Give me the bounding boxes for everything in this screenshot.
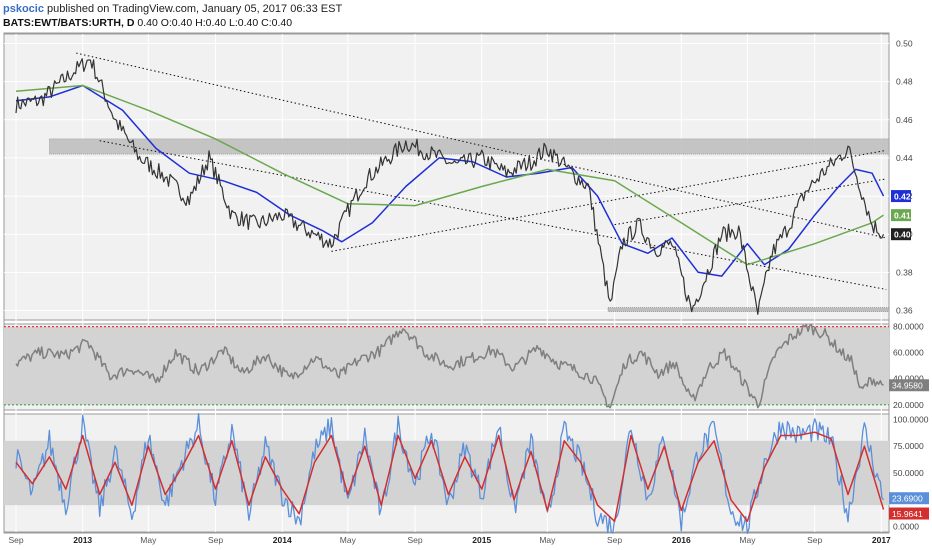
- stochastic-k-line: [15, 412, 885, 534]
- x-axis-tick-label: May: [539, 535, 556, 545]
- rsi-axis-tick-label: 20.0000: [893, 400, 924, 410]
- x-axis-tick-label: Sep: [408, 535, 423, 545]
- publish-line: pskocic published on TradingView.com, Ja…: [3, 2, 342, 16]
- rsi-axis-tick-label: 40.0000: [893, 374, 924, 384]
- x-axis-tick-label: May: [739, 535, 756, 545]
- stochastic-axis-tick-label: 0.0000: [893, 522, 919, 532]
- symbol-label: BATS:EWT/BATS:URTH, D: [3, 17, 135, 29]
- rsi-last-value-tag: [889, 379, 929, 392]
- x-axis-tick-label: Sep: [208, 535, 223, 545]
- price-axis-tick-label: 0.50: [896, 39, 913, 49]
- price-axis-tick-label: 0.44: [896, 153, 913, 163]
- stochastic-last-value-tag: [889, 507, 929, 520]
- rsi-axis-tick-label: 60.0000: [893, 348, 924, 358]
- x-axis-tick-label: 2013: [73, 535, 92, 545]
- stochastic-last-value-label: 15.9641: [892, 509, 923, 519]
- ohlc-values: 0.40 O:0.40 H:0.40 L:0.40 C:0.40: [137, 17, 293, 29]
- last-value-tag-label: 0.40: [894, 230, 911, 240]
- author-link[interactable]: pskocic: [3, 3, 44, 15]
- last-value-tag: [891, 190, 911, 203]
- price-axis-tick-label: 0.48: [896, 77, 913, 87]
- trendline: [76, 52, 887, 239]
- rsi-axis-tick-label: 80.0000: [893, 322, 924, 332]
- price-axis-tick-label: 0.38: [896, 267, 913, 277]
- rsi-last-value-label: 34.9580: [892, 381, 923, 391]
- panel-background: [3, 33, 890, 321]
- stochastic-axis-tick-label: 75.0000: [893, 441, 924, 451]
- resistance-zone: [48, 138, 890, 155]
- stochastic-d-line: [15, 431, 885, 523]
- last-value-tag-label: 0.42: [894, 192, 911, 202]
- x-axis-tick-label: 2017: [872, 535, 891, 545]
- price-line: [15, 58, 885, 315]
- price-axis-tick-label: 0.46: [896, 115, 913, 125]
- x-axis-tick-label: 2014: [273, 535, 292, 545]
- rsi-line: [15, 323, 884, 409]
- x-axis-tick-label: Sep: [807, 535, 822, 545]
- stochastic-axis-tick-label: 50.0000: [893, 468, 924, 478]
- x-axis-tick-label: 2015: [472, 535, 491, 545]
- stochastic-last-value-label: 23.6900: [892, 494, 923, 504]
- trendline: [99, 140, 887, 290]
- last-value-tag: [891, 228, 911, 241]
- x-axis-tick-label: Sep: [8, 535, 23, 545]
- symbol-line: BATS:EWT/BATS:URTH, D 0.40 O:0.40 H:0.40…: [3, 17, 292, 30]
- x-axis-tick-label: Sep: [607, 535, 622, 545]
- last-value-tag: [891, 209, 911, 222]
- publish-info: published on TradingView.com, January 05…: [47, 3, 343, 15]
- x-axis-tick-label: May: [140, 535, 157, 545]
- stochastic-axis-tick-label: 100.0000: [893, 414, 929, 424]
- last-value-tag-label: 0.41: [894, 211, 911, 221]
- x-axis-tick-label: 2016: [672, 535, 691, 545]
- x-axis-tick-label: May: [340, 535, 357, 545]
- slow-moving-average-line: [15, 84, 884, 266]
- support-zone: [607, 307, 890, 312]
- price-axis-tick-label: 0.36: [896, 305, 913, 315]
- fast-moving-average-line: [15, 84, 885, 277]
- stochastic-last-value-tag: [889, 492, 929, 505]
